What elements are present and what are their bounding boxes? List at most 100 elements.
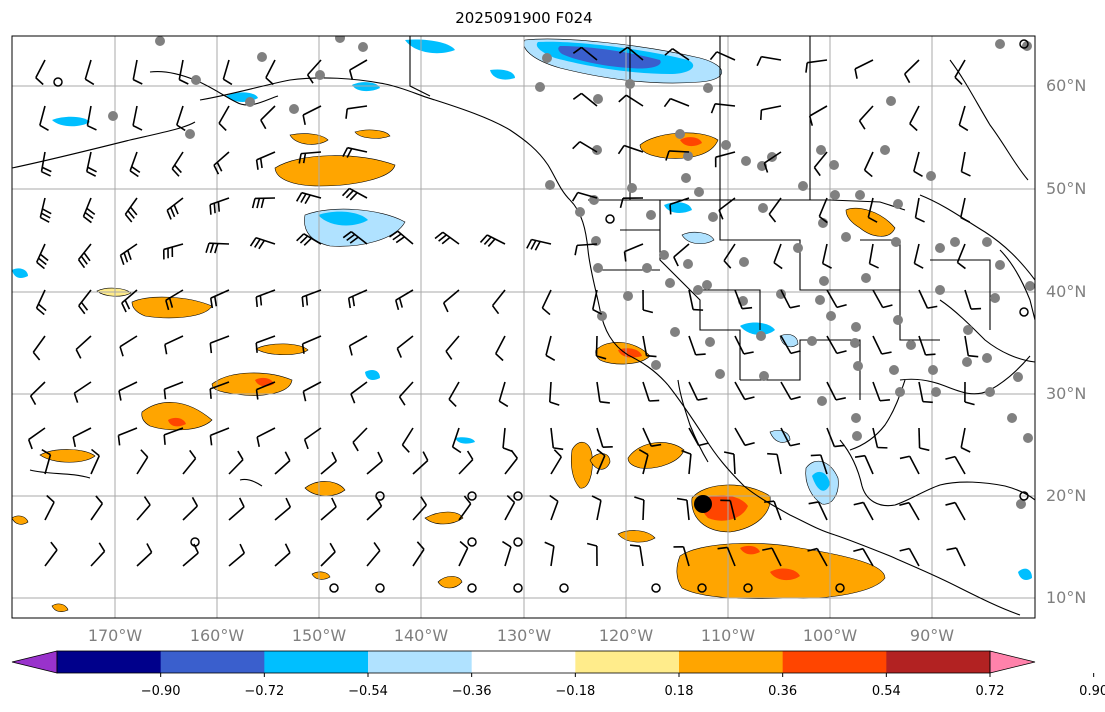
wind-barb xyxy=(77,243,92,269)
wind-barb xyxy=(572,46,598,61)
wind-barb xyxy=(348,335,368,356)
wind-barb xyxy=(768,197,782,223)
wind-barb xyxy=(228,450,244,475)
wind-barb xyxy=(549,494,559,521)
wind-barb xyxy=(714,151,736,168)
contour-orange xyxy=(437,576,463,589)
lat-label: 30°N xyxy=(1046,384,1087,403)
wind-barb xyxy=(165,289,184,311)
wind-barb xyxy=(642,427,662,448)
wind-barb xyxy=(756,55,782,67)
wind-barb xyxy=(586,542,598,567)
colorbar-outline xyxy=(56,650,991,674)
wind-barb xyxy=(918,427,930,452)
colorbar-extend-low xyxy=(11,650,58,674)
lat-label: 40°N xyxy=(1046,282,1087,301)
open-station-markers xyxy=(53,39,1029,593)
wind-barb xyxy=(574,243,598,256)
wind-barb xyxy=(964,289,982,310)
wind-barb xyxy=(44,494,55,521)
colorbar-tick-label: 0.90 xyxy=(1079,684,1105,699)
wind-barb xyxy=(260,105,276,130)
wind-barb xyxy=(960,151,971,177)
lon-label: 100°W xyxy=(802,626,858,645)
wind-barb xyxy=(347,289,368,309)
wind-barb xyxy=(412,451,429,475)
wind-barb xyxy=(618,94,644,107)
wind-barb xyxy=(718,197,736,220)
wind-barb xyxy=(734,335,754,355)
wind-barb xyxy=(780,381,801,401)
wind-barb xyxy=(86,105,97,131)
lon-label: 140°W xyxy=(393,626,449,645)
wind-barb xyxy=(808,501,828,521)
wind-barb xyxy=(301,335,322,354)
wind-barb xyxy=(899,547,920,567)
wind-barb xyxy=(681,449,692,475)
contour-blue xyxy=(812,471,830,491)
wind-barb xyxy=(826,335,847,355)
colorbar-tick-label: 0.72 xyxy=(975,684,1005,699)
wind-barb xyxy=(274,451,291,475)
wind-barb xyxy=(398,381,414,406)
wind-barb xyxy=(773,243,783,270)
wind-barb xyxy=(853,547,874,567)
wind-barb xyxy=(412,496,428,521)
colorbar-segment xyxy=(886,651,991,673)
wind-barb xyxy=(434,231,460,245)
wind-barb xyxy=(872,427,888,449)
colorbar-tick-label: −0.72 xyxy=(244,684,285,699)
colorbar-segment xyxy=(160,651,265,673)
contour-red xyxy=(701,495,748,521)
wind-barb xyxy=(182,496,199,521)
wind-barb xyxy=(129,151,141,178)
wind-barb xyxy=(136,543,153,567)
wind-barb xyxy=(854,454,874,475)
contour-orange xyxy=(274,155,396,187)
lon-label: 160°W xyxy=(189,626,245,645)
wind-barb xyxy=(442,289,460,313)
wind-barb xyxy=(412,541,425,567)
wind-barb xyxy=(396,335,414,358)
lon-label: 170°W xyxy=(87,626,143,645)
wind-barb xyxy=(35,59,46,86)
colorbar-tick-label: −0.90 xyxy=(140,684,181,699)
wind-barbs xyxy=(27,46,982,567)
wind-barb xyxy=(634,496,645,521)
contour-darkblue xyxy=(558,46,661,69)
wind-barb xyxy=(209,197,230,215)
lon-label: 110°W xyxy=(700,626,756,645)
wind-barb xyxy=(810,454,828,475)
wind-barb xyxy=(623,243,644,262)
wind-barb xyxy=(504,449,518,475)
map-title: 2025091900 F024 xyxy=(455,9,593,27)
wind-barb xyxy=(913,151,923,178)
wind-barb xyxy=(348,59,368,80)
contour-orange xyxy=(304,481,346,497)
wind-barb xyxy=(182,449,197,475)
wind-barb xyxy=(72,427,92,448)
wind-barb xyxy=(341,187,368,201)
contour-orange xyxy=(39,449,96,463)
wind-barb xyxy=(90,495,104,521)
wind-barb xyxy=(723,451,736,475)
contour-blue xyxy=(740,322,775,335)
contour-blue xyxy=(352,82,380,92)
wind-barb xyxy=(717,546,736,567)
wind-barb xyxy=(222,59,233,86)
wind-barb xyxy=(629,544,644,567)
wind-barb xyxy=(945,455,966,475)
wind-barb xyxy=(218,105,230,131)
wind-barb xyxy=(320,542,336,567)
wind-barb xyxy=(121,289,138,313)
wind-barb xyxy=(255,381,276,400)
wind-barb xyxy=(946,547,966,567)
wind-barb xyxy=(550,427,564,451)
wind-barb xyxy=(320,451,338,475)
wind-barb xyxy=(709,51,736,61)
contour-orange xyxy=(627,442,685,469)
wind-barb xyxy=(868,243,879,269)
wind-barb xyxy=(918,335,936,356)
wind-barb xyxy=(808,105,828,126)
wind-barb xyxy=(663,97,690,108)
